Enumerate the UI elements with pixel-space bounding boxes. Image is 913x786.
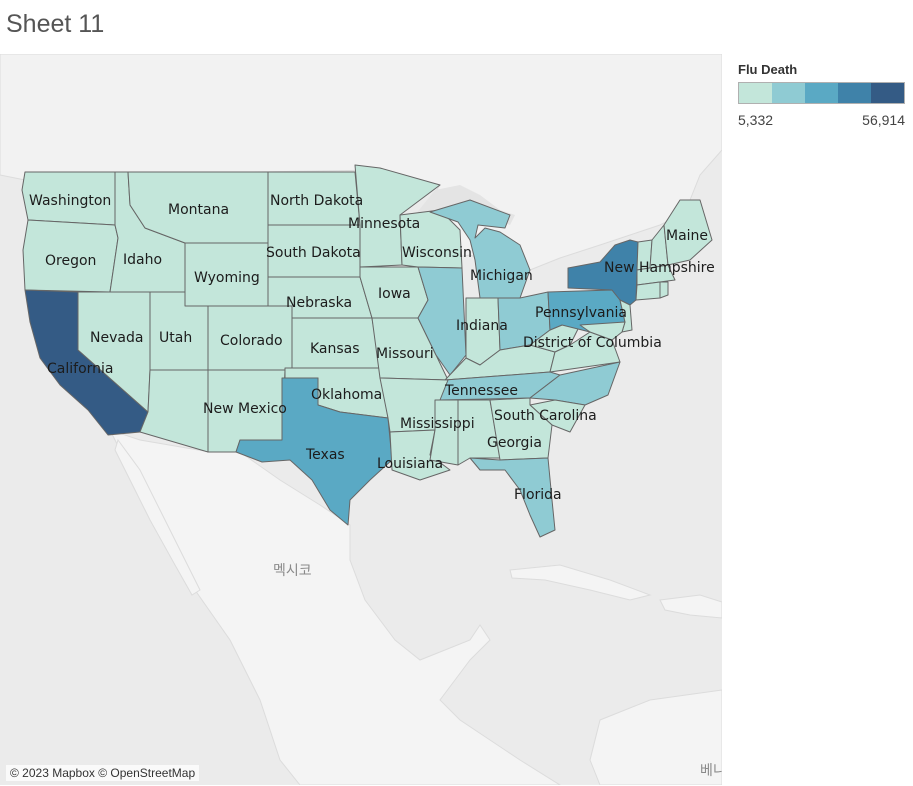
state-label-washington: Washington bbox=[29, 193, 111, 209]
legend-swatch bbox=[739, 83, 772, 103]
state-arizona[interactable] bbox=[139, 369, 209, 453]
state-label-louisiana: Louisiana bbox=[377, 456, 443, 472]
state-shapes bbox=[21, 164, 713, 538]
state-label-south-carolina: South Carolina bbox=[494, 408, 597, 424]
legend-title: Flu Death bbox=[738, 62, 798, 77]
state-label-south-dakota: South Dakota bbox=[266, 245, 361, 261]
state-missouri[interactable] bbox=[371, 317, 449, 381]
state-label-texas: Texas bbox=[305, 447, 345, 463]
state-label-michigan: Michigan bbox=[470, 268, 533, 284]
state-label-wisconsin: Wisconsin bbox=[402, 245, 472, 261]
state-label-north-dakota: North Dakota bbox=[270, 193, 363, 209]
state-label-tennessee: Tennessee bbox=[444, 383, 518, 399]
state-south-carolina[interactable] bbox=[529, 399, 586, 433]
legend-range: 5,332 56,914 bbox=[738, 112, 905, 128]
legend-color-ramp bbox=[738, 82, 905, 104]
legend-swatch bbox=[772, 83, 805, 103]
state-label-oklahoma: Oklahoma bbox=[311, 387, 382, 403]
state-label-wyoming: Wyoming bbox=[194, 270, 260, 286]
state-label-oregon: Oregon bbox=[45, 253, 96, 269]
basemap-label-belize: 베니 bbox=[700, 763, 722, 779]
state-connecticut[interactable] bbox=[635, 281, 661, 301]
baja-peninsula bbox=[114, 438, 201, 596]
state-texas[interactable] bbox=[235, 377, 393, 526]
state-label-colorado: Colorado bbox=[220, 333, 283, 349]
state-label-california: California bbox=[47, 361, 113, 377]
state-florida[interactable] bbox=[469, 457, 556, 538]
state-label-kansas: Kansas bbox=[310, 341, 360, 357]
state-label-montana: Montana bbox=[168, 202, 229, 218]
state-label-idaho: Idaho bbox=[123, 252, 162, 268]
cuba-island bbox=[509, 564, 652, 601]
state-label-new-mexico: New Mexico bbox=[203, 401, 287, 417]
legend-swatch bbox=[838, 83, 871, 103]
choropleth-map[interactable]: 미국 멕시코 베니 bbox=[0, 54, 722, 785]
state-mississippi[interactable] bbox=[429, 399, 459, 466]
color-legend: Flu Death 5,332 56,914 bbox=[738, 62, 908, 128]
basemap-label-mexico: 멕시코 bbox=[273, 563, 312, 579]
legend-swatch bbox=[871, 83, 904, 103]
state-label-georgia: Georgia bbox=[487, 435, 542, 451]
south-america-landmass bbox=[589, 689, 722, 785]
hispaniola-island bbox=[659, 594, 722, 619]
state-label-florida: Florida bbox=[514, 487, 562, 503]
state-label-minnesota: Minnesota bbox=[348, 216, 420, 232]
state-label-nebraska: Nebraska bbox=[286, 295, 352, 311]
state-alabama[interactable] bbox=[457, 399, 501, 466]
state-label-maine: Maine bbox=[666, 228, 708, 244]
state-label-missouri: Missouri bbox=[376, 346, 434, 362]
state-label-new-hampshire: New Hampshire bbox=[604, 260, 715, 276]
state-labels: Washington Oregon California Nevada Idah… bbox=[29, 193, 715, 503]
state-label-indiana: Indiana bbox=[456, 318, 508, 334]
state-label-mississippi: Mississippi bbox=[400, 416, 475, 432]
state-illinois[interactable] bbox=[417, 266, 467, 376]
state-label-pennsylvania: Pennsylvania bbox=[535, 305, 627, 321]
state-label-nevada: Nevada bbox=[90, 330, 143, 346]
state-rhode-island[interactable] bbox=[659, 281, 669, 299]
state-label-iowa: Iowa bbox=[378, 286, 411, 302]
state-label-utah: Utah bbox=[159, 330, 192, 346]
map-attribution[interactable]: © 2023 Mapbox © OpenStreetMap bbox=[6, 765, 200, 781]
legend-max-label: 56,914 bbox=[862, 112, 905, 128]
legend-swatch bbox=[805, 83, 838, 103]
sheet-title: Sheet 11 bbox=[6, 10, 105, 38]
legend-min-label: 5,332 bbox=[738, 112, 774, 128]
state-maryland[interactable] bbox=[579, 321, 626, 341]
map-view[interactable]: 미국 멕시코 베니 bbox=[0, 54, 722, 785]
state-massachusetts[interactable] bbox=[636, 264, 676, 286]
state-label-district-of-columbia: District of Columbia bbox=[523, 335, 662, 351]
state-michigan[interactable] bbox=[429, 199, 531, 299]
state-new-jersey[interactable] bbox=[619, 299, 633, 333]
mexico-landmass bbox=[109, 429, 561, 785]
